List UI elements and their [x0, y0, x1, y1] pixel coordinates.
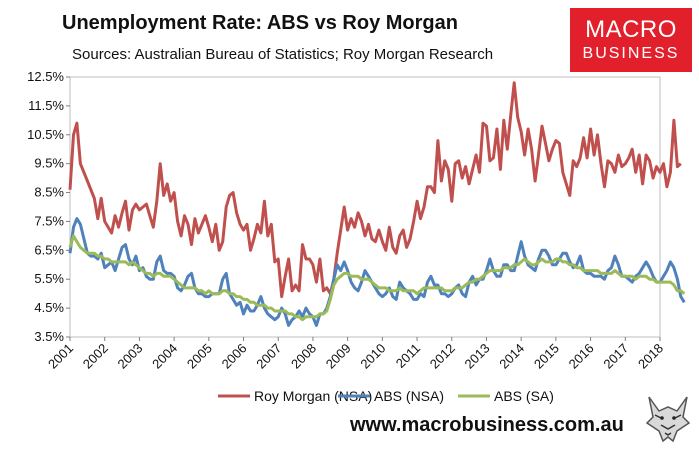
x-tick-label: 2011	[393, 341, 423, 371]
x-tick-label: 2015	[531, 341, 562, 372]
chart-subtitle: Sources: Australian Bureau of Statistics…	[72, 46, 494, 63]
x-tick-label: 2003	[114, 341, 145, 372]
y-tick-label: 8.5%	[34, 185, 64, 200]
logo-line-business: BUSINESS	[582, 45, 680, 62]
series-line-roy-morgan-nsa	[68, 81, 682, 299]
x-tick-label: 2013	[462, 341, 493, 372]
series-line-abs-sa	[68, 234, 686, 322]
x-tick-label: 2016	[566, 341, 597, 372]
legend-label-abs-nsa: ABS (NSA)	[374, 388, 444, 404]
x-tick-label: 2009	[323, 341, 354, 372]
legend: Roy Morgan (NSA) ABS (NSA) ABS (SA)	[218, 388, 554, 404]
plot-border	[69, 76, 661, 338]
x-tick-label: 2007	[253, 341, 284, 372]
y-tick-label: 3.5%	[34, 329, 64, 344]
x-tick-label: 2001	[45, 341, 76, 372]
y-tick-label: 7.5%	[34, 213, 64, 228]
x-tick-label: 2008	[288, 341, 319, 372]
y-tick-label: 12.5%	[27, 69, 64, 84]
y-tick-label: 5.5%	[34, 271, 64, 286]
y-tick-label: 11.5%	[28, 98, 64, 113]
legend-label-roy-morgan-nsa: Roy Morgan (NSA)	[254, 388, 372, 404]
x-tick-label: 2018	[635, 341, 666, 372]
logo-line-macro: MACRO	[585, 16, 677, 43]
x-tick-label: 2017	[600, 341, 631, 372]
website-url: www.macrobusiness.com.au	[350, 414, 624, 436]
x-tick-label: 2012	[427, 341, 458, 372]
legend-label-abs-sa: ABS (SA)	[494, 388, 554, 404]
x-tick-label: 2014	[496, 341, 527, 372]
y-tick-label: 6.5%	[34, 242, 64, 257]
y-tick-label: 10.5%	[27, 127, 64, 142]
y-axis: 12.5% 11.5% 10.5% 9.5% 8.5% 7.5% 6.5% 5.5% 4.5% 3…	[27, 69, 70, 344]
y-tick-label: 9.5%	[34, 156, 64, 171]
x-axis: 2001 2002 2003 2004 2005 2006 2007 2008 2009 2010…	[45, 337, 666, 372]
plot-area	[69, 76, 661, 338]
y-tick-label: 4.5%	[34, 300, 64, 315]
series-line-abs-nsa	[68, 217, 686, 327]
x-tick-label: 2004	[149, 341, 180, 372]
wolf-logo-icon	[645, 396, 691, 443]
series-lines	[68, 81, 686, 327]
x-tick-label: 2002	[80, 341, 111, 372]
macrobusiness-logo: MACRO BUSINESS	[570, 8, 692, 72]
x-tick-label: 2005	[184, 341, 215, 372]
x-tick-label: 2010	[357, 341, 388, 372]
chart-title: Unemployment Rate: ABS vs Roy Morgan	[62, 12, 458, 34]
x-tick-label: 2006	[219, 341, 250, 372]
